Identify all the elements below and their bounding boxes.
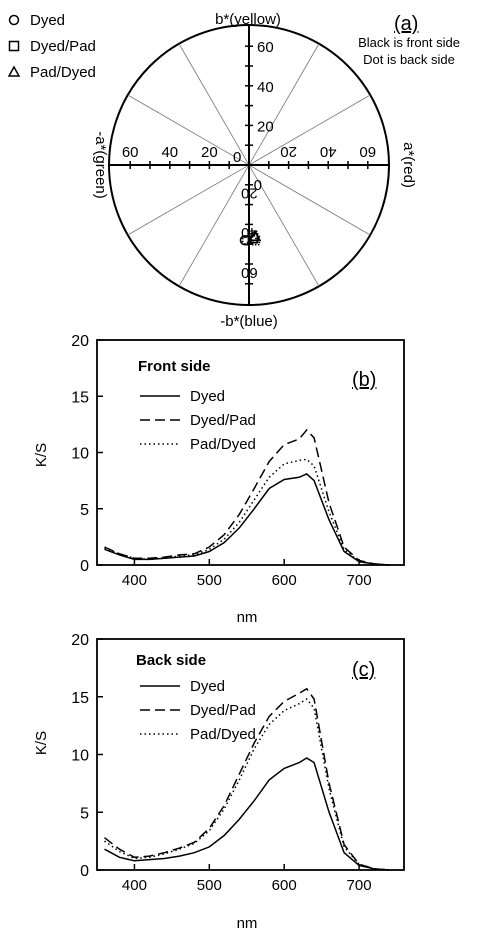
y-tick-label: 10 xyxy=(71,748,89,765)
y-tick-label: 15 xyxy=(71,389,89,406)
tick-label-origin: 0 xyxy=(233,149,241,166)
x-tick-label: 700 xyxy=(347,572,372,589)
subtitle-back: Back side xyxy=(136,652,206,669)
tick-label: 60 xyxy=(122,144,139,161)
tick-label: 60 xyxy=(359,143,376,160)
series-line-dyed-pad xyxy=(104,687,390,871)
x-tick-label: 500 xyxy=(197,572,222,589)
y-tick-label: 20 xyxy=(71,333,89,350)
y-tick-label: 15 xyxy=(71,690,89,707)
legend-marker-circle xyxy=(8,14,20,26)
legend-label-dyed-pad: Dyed/Pad xyxy=(190,412,256,429)
legend-label-dyed-pad: Dyed/Pad xyxy=(190,702,256,719)
tick-label: 20 xyxy=(257,118,274,135)
polar-legend: Dyed Dyed/Pad Pad/Dyed xyxy=(7,12,96,81)
series-line-dyed xyxy=(104,473,390,566)
data-point-triangle xyxy=(248,229,262,242)
y-tick-label: 5 xyxy=(80,805,89,822)
y-tick-label: 0 xyxy=(80,558,89,575)
x-tick-label: 600 xyxy=(272,877,297,894)
y-tick-label: 20 xyxy=(71,632,89,649)
tick-label: 20 xyxy=(201,144,218,161)
x-axis-label: nm xyxy=(237,609,258,626)
x-tick-label: 500 xyxy=(197,877,222,894)
panel-label-a: (a) xyxy=(394,13,418,35)
tick-label: 20 xyxy=(241,185,258,202)
x-tick-label: 400 xyxy=(122,572,147,589)
y-tick-label: 0 xyxy=(80,863,89,880)
x-tick-label: 600 xyxy=(272,572,297,589)
line-chart-back: (c) Back side Dyed Dyed/Pad Pad/Dyed K/S… xyxy=(33,632,405,932)
legend-label-pad-dyed: Pad/Dyed xyxy=(30,64,96,81)
series-line-dyed xyxy=(104,757,390,871)
legend-label-pad-dyed: Pad/Dyed xyxy=(190,726,256,743)
polar-chart: Dyed Dyed/Pad Pad/Dyed (a) Black is fron… xyxy=(7,11,460,330)
line-chart-front: (b) Front side Dyed Dyed/Pad Pad/Dyed K/… xyxy=(33,333,405,626)
data-point-triangle xyxy=(246,231,260,244)
series-line-dyed-pad xyxy=(104,428,390,566)
axis-label-right: a*(red) xyxy=(400,142,417,188)
legend-front: Dyed Dyed/Pad Pad/Dyed xyxy=(140,388,256,453)
axis-label-top: b*(yellow) xyxy=(215,11,281,28)
tick-label: 40 xyxy=(320,143,337,160)
legend-label-dyed: Dyed xyxy=(30,12,65,29)
tick-label: 60 xyxy=(241,264,258,281)
series-line-pad-dyed xyxy=(104,698,390,871)
tick-label: 60 xyxy=(257,39,274,56)
axis-label-left: -a*(green) xyxy=(92,131,109,199)
y-tick-label: 10 xyxy=(71,446,89,463)
note-line-1: Black is front side xyxy=(358,35,460,50)
y-axis-label: K/S xyxy=(33,443,50,467)
legend-label-pad-dyed: Pad/Dyed xyxy=(190,436,256,453)
tick-label: 40 xyxy=(257,79,274,96)
tick-label: 40 xyxy=(161,144,178,161)
tick-label: 20 xyxy=(280,143,297,160)
x-axis-label: nm xyxy=(237,915,258,932)
y-tick-label: 5 xyxy=(80,502,89,519)
tick-label-origin: 0 xyxy=(254,176,262,193)
axis-label-bottom: -b*(blue) xyxy=(220,313,278,330)
x-tick-label: 700 xyxy=(347,877,372,894)
x-tick-label: 400 xyxy=(122,877,147,894)
legend-back: Dyed Dyed/Pad Pad/Dyed xyxy=(140,678,256,743)
legend-marker-triangle xyxy=(7,65,21,77)
note-line-2: Dot is back side xyxy=(363,52,455,67)
legend-marker-square xyxy=(8,40,20,52)
legend-label-dyed: Dyed xyxy=(190,678,225,695)
legend-label-dyed-pad: Dyed/Pad xyxy=(30,38,96,55)
panel-label-c: (c) xyxy=(352,659,375,681)
polar-points xyxy=(239,229,262,246)
subtitle-front: Front side xyxy=(138,358,211,375)
panel-label-b: (b) xyxy=(352,369,376,391)
y-axis-label: K/S xyxy=(33,731,50,755)
legend-label-dyed: Dyed xyxy=(190,388,225,405)
